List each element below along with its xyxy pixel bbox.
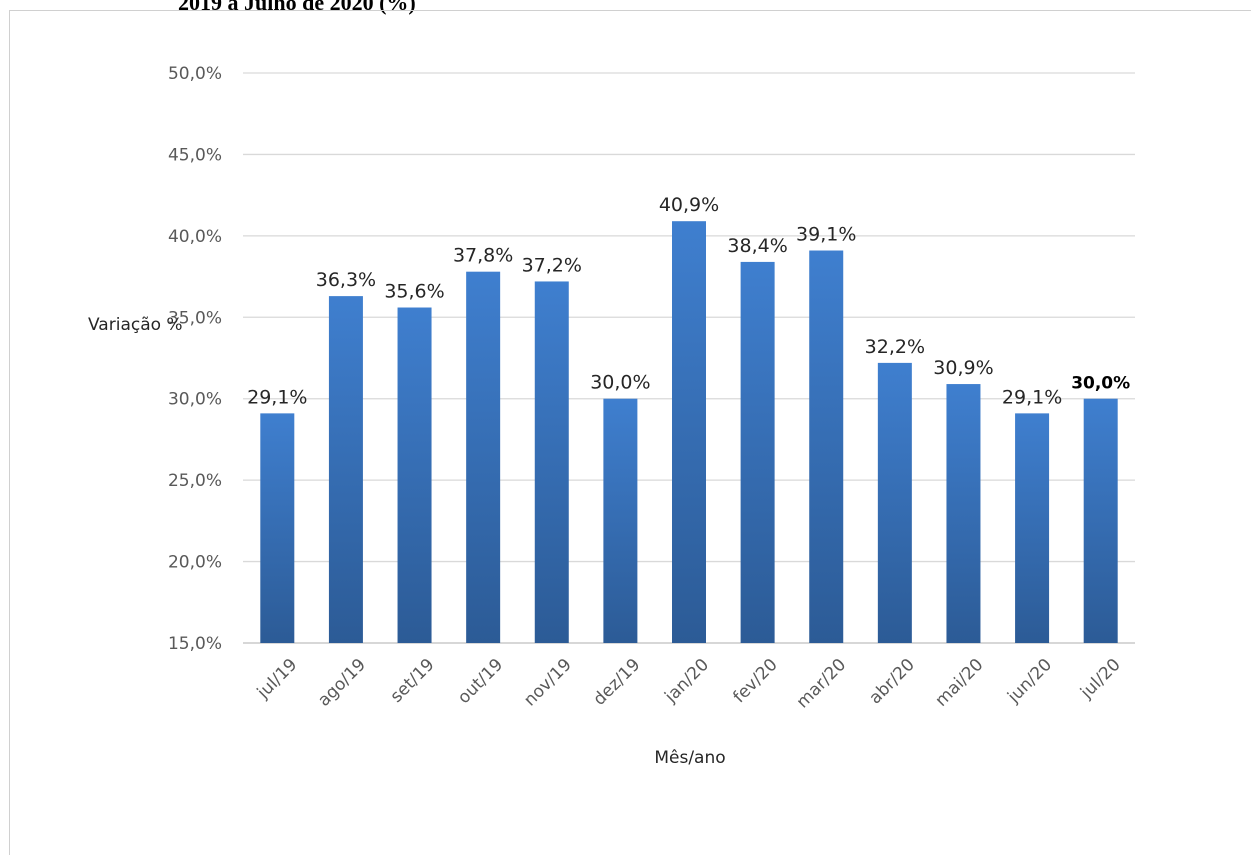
bar-abr-20 [877,362,912,643]
data-labels: 29,1% 36,3% 35,6% 37,8% 37,2% 30,0% 40,9% 38,4%… [247,194,1130,408]
chart-heading: 2019 a Julho de 2020 (%) [178,0,416,15]
y-tick-label: 50,0% [168,64,222,84]
x-tick-label: abr/20 [865,655,918,708]
y-tick-label: 45,0% [168,145,222,165]
data-label: 30,9% [933,357,993,379]
data-label: 37,2% [522,254,582,276]
y-tick-label: 40,0% [168,227,222,247]
x-tick-label: out/19 [454,655,507,708]
chart-frame [9,10,1251,855]
y-axis-title: Variação % [88,315,183,335]
x-tick-label: jun/20 [1003,655,1056,708]
x-tick-label: fev/20 [729,655,781,707]
bar-jun-20 [1015,413,1050,643]
y-tick-label: 35,0% [168,308,222,328]
x-tick-labels: jul/19 ago/19 set/19 out/19 nov/19 dez/19 jan/… [253,655,1125,713]
bar-out-19 [466,271,501,643]
x-tick-label: jan/20 [660,655,713,708]
y-tick-label: 15,0% [168,634,222,654]
data-label: 39,1% [796,224,856,246]
bar-jul-19 [260,413,295,643]
y-tick-label: 25,0% [168,471,222,491]
y-tick-label: 20,0% [168,553,222,573]
data-label: 37,8% [453,245,513,267]
bar-nov-19 [534,281,569,643]
x-tick-label: nov/19 [520,655,576,711]
bar-jan-20 [672,221,706,643]
data-label: 29,1% [1002,386,1062,408]
bar-ago-19 [328,296,363,643]
x-axis-title: Mês/ano [654,748,725,768]
bar-mai-20 [946,384,981,643]
data-label: 40,9% [659,194,719,216]
data-label: 38,4% [727,235,787,257]
data-label: 36,3% [316,269,376,291]
bar-set-19 [397,307,432,643]
data-label: 30,0% [590,372,650,394]
x-tick-label: set/19 [387,655,439,707]
x-tick-label: dez/19 [590,655,645,710]
data-label: 35,6% [384,281,444,303]
bar-mar-20 [809,250,844,643]
bar-dez-19 [603,398,638,643]
data-label: 29,1% [247,386,307,408]
x-tick-label: jul/19 [253,655,302,704]
bars [260,221,1118,643]
bar-jul-20 [1083,398,1118,643]
y-tick-labels: 15,0% 20,0% 25,0% 30,0% 35,0% 40,0% 45,0% 50,0% [168,64,222,654]
x-tick-label: mar/20 [793,655,851,713]
x-tick-label: mai/20 [932,655,988,711]
data-label: 30,0% [1071,374,1130,394]
data-label: 32,2% [865,336,925,358]
bar-fev-20 [740,261,775,643]
x-tick-label: ago/19 [314,655,370,711]
x-tick-label: jul/20 [1076,655,1125,704]
y-tick-label: 30,0% [168,390,222,410]
